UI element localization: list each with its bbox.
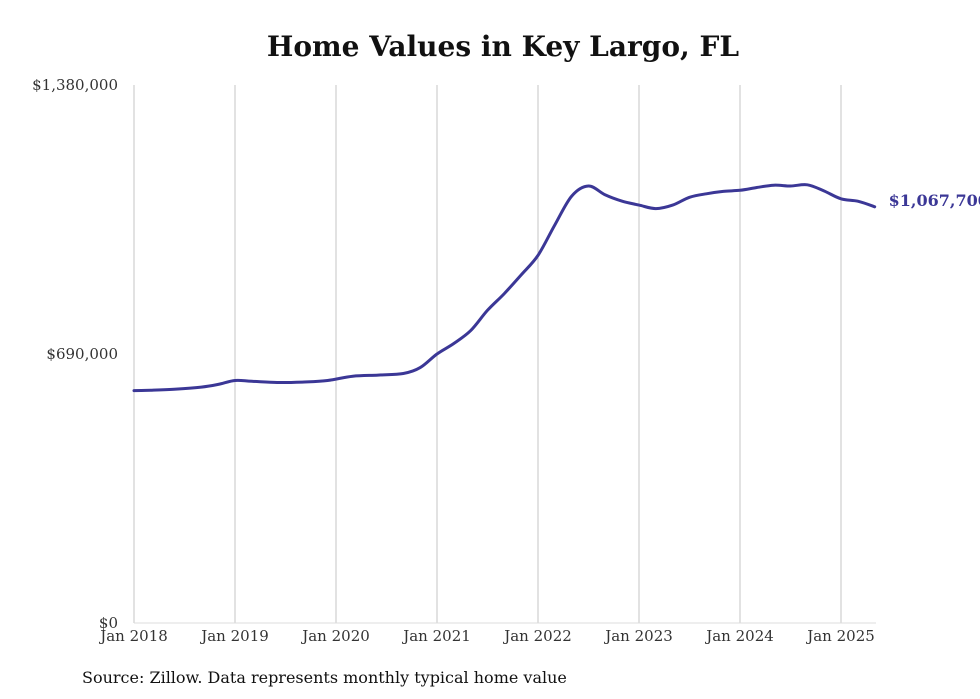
- x-tick-label: Jan 2025: [805, 627, 875, 645]
- last-value-label: $1,067,700: [889, 191, 980, 210]
- chart-title: Home Values in Key Largo, FL: [266, 30, 740, 63]
- series-line: [132, 183, 877, 393]
- x-tick-label: Jan 2023: [603, 627, 673, 645]
- x-tick-label: Jan 2021: [401, 627, 471, 645]
- x-tick-label: Jan 2022: [502, 627, 572, 645]
- y-tick-label: $1,380,000: [32, 76, 118, 94]
- y-axis-tick-labels: $0 $690,000 $1,380,000: [32, 76, 118, 632]
- x-gridlines: [133, 85, 842, 623]
- x-tick-label: Jan 2018: [98, 627, 168, 645]
- y-tick-label: $690,000: [46, 345, 118, 363]
- y-tick-label: $0: [99, 614, 118, 632]
- source-note: Source: Zillow. Data represents monthly …: [82, 668, 567, 687]
- x-tick-label: Jan 2020: [300, 627, 370, 645]
- x-axis-tick-labels: Jan 2018 Jan 2019 Jan 2020 Jan 2021 Jan 2022…: [98, 627, 875, 645]
- x-tick-label: Jan 2019: [199, 627, 269, 645]
- home-values-chart: $0$690,000$1,380,000 Jan 2018 Jan 2019 Jan…: [32, 76, 980, 645]
- x-tick-label: Jan 2024: [704, 627, 774, 645]
